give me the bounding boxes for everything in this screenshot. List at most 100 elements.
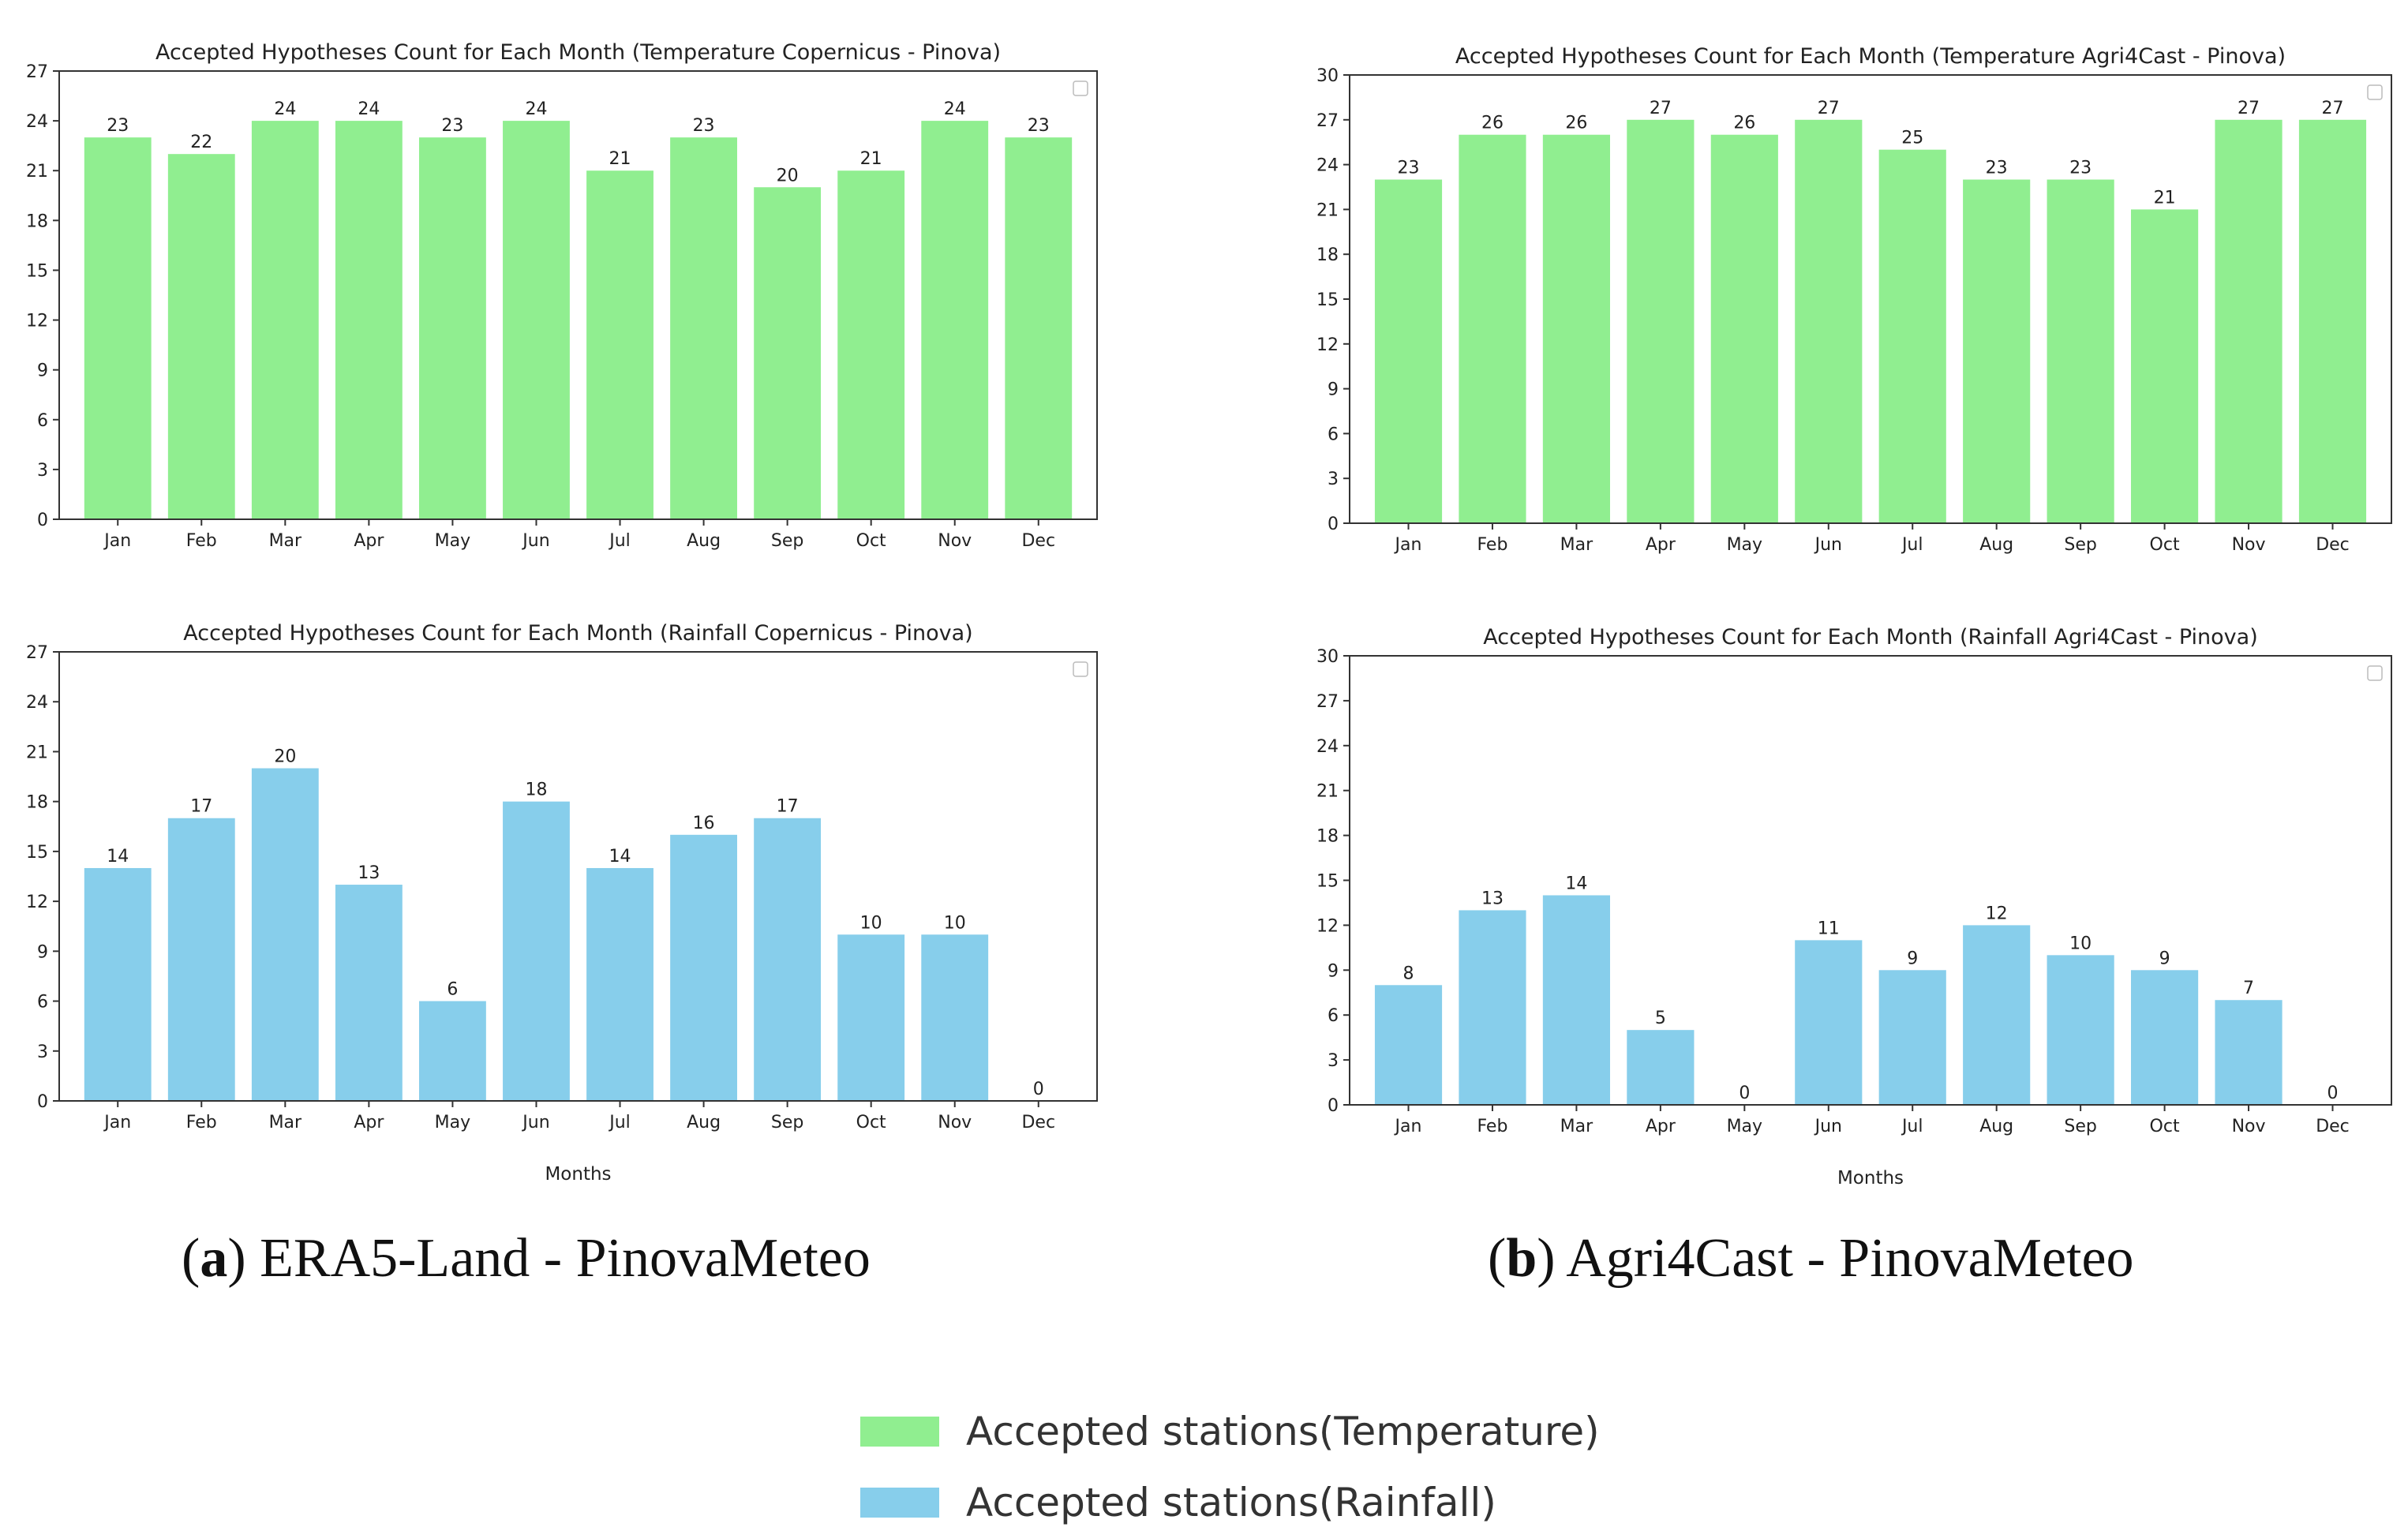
data-label-nov: 27 bbox=[2238, 99, 2260, 118]
x-tick-label-sep: Sep bbox=[2064, 535, 2096, 555]
x-tick-label-jun: Jun bbox=[1814, 535, 1842, 555]
y-tick-label: 6 bbox=[1328, 1006, 1339, 1026]
data-label-apr: 27 bbox=[1650, 99, 1672, 118]
x-tick-label-jul: Jul bbox=[608, 531, 631, 551]
empty-legend-box bbox=[1073, 80, 1088, 96]
bar-nov bbox=[921, 934, 989, 1101]
bar-oct bbox=[837, 170, 905, 519]
y-tick-label: 18 bbox=[26, 211, 48, 231]
caption-b-text: Agri4Cast - PinovaMeteo bbox=[1555, 1228, 2134, 1289]
plot-frame bbox=[1349, 655, 2392, 1106]
data-label-dec: 23 bbox=[1028, 116, 1050, 136]
data-label-mar: 26 bbox=[1565, 114, 1587, 133]
data-label-aug: 23 bbox=[693, 116, 715, 136]
y-tick-label: 9 bbox=[37, 361, 48, 381]
x-tick-label-mar: Mar bbox=[269, 1113, 302, 1132]
legend-swatch-temperature bbox=[860, 1417, 939, 1447]
x-tick-label-jul: Jul bbox=[608, 1113, 631, 1132]
bar-feb bbox=[1459, 134, 1526, 523]
y-tick-label: 18 bbox=[26, 793, 48, 813]
x-tick-label-feb: Feb bbox=[1477, 1117, 1507, 1136]
y-tick-label: 21 bbox=[1316, 782, 1339, 802]
x-tick-label-may: May bbox=[1727, 1117, 1762, 1136]
y-tick-label: 0 bbox=[1328, 515, 1339, 534]
legend-label-temperature: Accepted stations(Temperature) bbox=[966, 1409, 1600, 1454]
data-label-apr: 24 bbox=[358, 99, 380, 119]
bar-jul bbox=[586, 867, 653, 1101]
data-label-apr: 13 bbox=[358, 863, 380, 883]
y-tick-label: 12 bbox=[26, 893, 48, 912]
data-label-sep: 20 bbox=[777, 166, 799, 185]
data-label-nov: 10 bbox=[944, 913, 966, 933]
x-tick-label-jan: Jan bbox=[1394, 1117, 1422, 1136]
y-tick-label: 6 bbox=[37, 411, 48, 431]
y-tick-label: 24 bbox=[26, 693, 48, 713]
bar-oct bbox=[2131, 970, 2199, 1105]
data-label-sep: 10 bbox=[2069, 934, 2092, 953]
bar-apr bbox=[1627, 119, 1695, 524]
bar-jan bbox=[1374, 985, 1443, 1105]
x-tick-label-may: May bbox=[435, 1113, 470, 1132]
data-label-feb: 13 bbox=[1481, 889, 1504, 908]
y-tick-label: 0 bbox=[37, 1092, 48, 1112]
bar-apr bbox=[335, 885, 403, 1101]
bar-feb bbox=[167, 818, 235, 1101]
chart-title: Accepted Hypotheses Count for Each Month… bbox=[155, 40, 1001, 65]
data-label-aug: 16 bbox=[693, 814, 715, 833]
legend-swatch-rainfall bbox=[860, 1488, 939, 1518]
y-tick-label: 24 bbox=[26, 112, 48, 132]
x-tick-label-sep: Sep bbox=[771, 1113, 803, 1132]
y-tick-label: 12 bbox=[1316, 916, 1339, 936]
y-tick-label: 21 bbox=[26, 162, 48, 182]
data-label-may: 26 bbox=[1733, 114, 1755, 133]
bar-sep bbox=[2047, 955, 2114, 1105]
x-tick-label-may: May bbox=[1727, 535, 1762, 555]
data-label-dec: 27 bbox=[2321, 99, 2343, 118]
y-tick-label: 27 bbox=[26, 62, 48, 82]
data-label-mar: 14 bbox=[1565, 874, 1587, 893]
x-tick-label-oct: Oct bbox=[2150, 1117, 2180, 1136]
data-label-nov: 24 bbox=[944, 99, 966, 119]
y-tick-label: 30 bbox=[1316, 647, 1339, 667]
bar-may bbox=[419, 137, 486, 520]
bar-apr bbox=[1627, 1030, 1695, 1105]
bar-dec bbox=[2298, 119, 2367, 524]
y-tick-label: 27 bbox=[1316, 692, 1339, 712]
data-label-oct: 10 bbox=[860, 913, 882, 933]
y-tick-label: 15 bbox=[26, 261, 48, 281]
data-label-mar: 20 bbox=[274, 747, 296, 767]
x-tick-label-feb: Feb bbox=[186, 1113, 217, 1132]
data-label-dec: 0 bbox=[1033, 1080, 1044, 1099]
x-tick-label-jul: Jul bbox=[1901, 535, 1923, 555]
y-tick-label: 18 bbox=[1316, 827, 1339, 847]
y-tick-label: 24 bbox=[1316, 156, 1339, 176]
data-label-sep: 23 bbox=[2069, 159, 2092, 178]
data-label-jul: 21 bbox=[609, 149, 631, 169]
x-tick-label-oct: Oct bbox=[2150, 535, 2180, 555]
x-tick-label-nov: Nov bbox=[2232, 535, 2266, 555]
x-axis-label: Months bbox=[545, 1164, 611, 1185]
x-tick-label-nov: Nov bbox=[2232, 1117, 2266, 1136]
y-tick-label: 3 bbox=[37, 461, 48, 481]
x-tick-label-jan: Jan bbox=[103, 1113, 131, 1132]
empty-legend-box bbox=[2367, 665, 2383, 681]
y-tick-label: 12 bbox=[1316, 335, 1339, 355]
y-tick-label: 9 bbox=[1328, 961, 1339, 981]
bar-jun bbox=[503, 801, 570, 1101]
x-tick-label-dec: Dec bbox=[1021, 531, 1055, 551]
bar-oct bbox=[2131, 209, 2199, 523]
data-label-oct: 21 bbox=[860, 149, 882, 169]
y-tick-label: 15 bbox=[26, 843, 48, 863]
bar-aug bbox=[1963, 179, 2031, 524]
x-tick-label-aug: Aug bbox=[687, 1113, 721, 1132]
data-label-jun: 11 bbox=[1818, 919, 1840, 938]
y-tick-label: 3 bbox=[37, 1043, 48, 1062]
x-tick-label-oct: Oct bbox=[856, 531, 886, 551]
bar-nov bbox=[2215, 1000, 2283, 1105]
bar-mar bbox=[251, 121, 319, 519]
bar-aug bbox=[1963, 925, 2031, 1105]
data-label-aug: 23 bbox=[1986, 159, 2008, 178]
legend-label-rainfall: Accepted stations(Rainfall) bbox=[966, 1480, 1496, 1525]
x-tick-label-aug: Aug bbox=[687, 531, 721, 551]
